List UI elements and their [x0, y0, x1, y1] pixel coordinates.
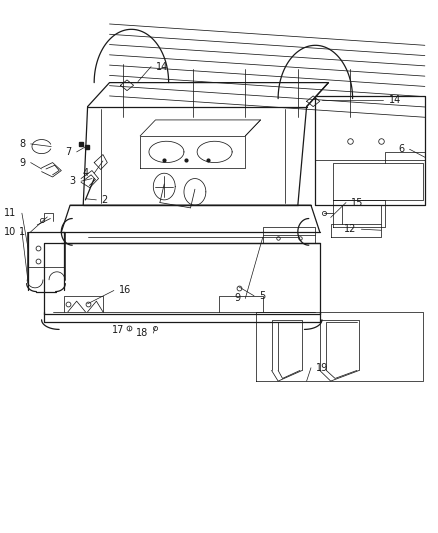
Text: 4: 4	[83, 168, 89, 178]
Text: 7: 7	[65, 147, 71, 157]
Text: 18: 18	[136, 328, 148, 338]
Text: 3: 3	[70, 176, 76, 186]
Text: 17: 17	[112, 326, 124, 335]
Text: 14: 14	[389, 95, 401, 105]
Text: 5: 5	[259, 291, 265, 301]
Text: 12: 12	[344, 224, 356, 234]
Text: 14: 14	[156, 62, 169, 71]
Text: 16: 16	[119, 286, 131, 295]
Text: 10: 10	[4, 227, 17, 237]
Text: 9: 9	[19, 158, 25, 167]
Text: 1: 1	[19, 227, 25, 237]
Text: 11: 11	[4, 208, 17, 218]
Text: 8: 8	[19, 139, 25, 149]
Text: 15: 15	[351, 198, 364, 207]
Text: 2: 2	[102, 195, 108, 205]
Text: 9: 9	[234, 294, 240, 303]
Text: 19: 19	[316, 363, 328, 373]
Text: 6: 6	[398, 144, 404, 154]
